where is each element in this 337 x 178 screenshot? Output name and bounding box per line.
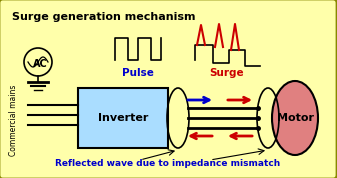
Text: Inverter: Inverter bbox=[98, 113, 148, 123]
Text: Surge generation mechanism: Surge generation mechanism bbox=[12, 12, 195, 22]
Text: Pulse: Pulse bbox=[122, 68, 154, 78]
Text: Motor: Motor bbox=[276, 113, 313, 123]
Text: Reflected wave due to impedance mismatch: Reflected wave due to impedance mismatch bbox=[55, 159, 281, 168]
Bar bbox=[78, 88, 168, 148]
Text: AC: AC bbox=[33, 59, 48, 69]
Text: Commercial mains: Commercial mains bbox=[9, 84, 19, 156]
Text: Surge: Surge bbox=[210, 68, 244, 78]
Ellipse shape bbox=[272, 81, 318, 155]
